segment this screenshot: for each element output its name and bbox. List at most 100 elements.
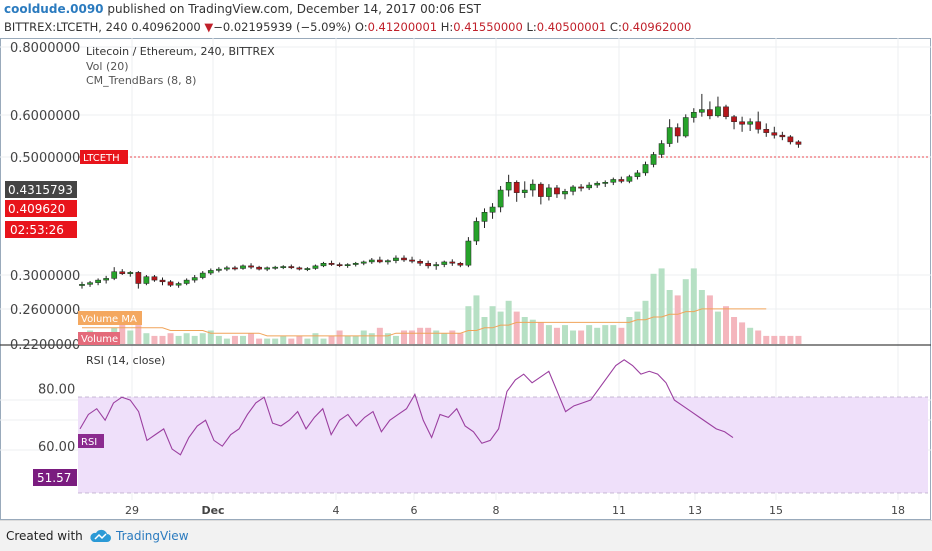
price-tick-label: 0.2600000 <box>10 303 80 318</box>
prev-price-tag: 0.4315793 <box>8 183 73 197</box>
candle-body <box>312 265 319 269</box>
rsi-tag: RSI <box>81 437 97 448</box>
candle-body <box>554 187 560 195</box>
volume-bar <box>199 333 206 344</box>
volume-legend: Vol (20) <box>86 60 129 73</box>
candle-body <box>505 182 512 191</box>
volume-bar <box>586 325 593 344</box>
volume-bar <box>352 335 359 344</box>
volume-bar <box>175 335 182 344</box>
volume-bar <box>183 333 190 344</box>
last-price-tag: 0.409620 <box>8 202 65 216</box>
volume-bar <box>747 327 754 344</box>
candlesticks <box>79 93 802 289</box>
candle-body <box>497 189 504 208</box>
volume-bar <box>763 335 770 344</box>
rsi-value-tag: 51.57 <box>37 471 71 485</box>
candle-body <box>119 271 126 274</box>
candle-body <box>481 212 488 222</box>
close-label: C: <box>609 20 622 34</box>
candle-body <box>546 187 552 197</box>
volume-bar <box>336 330 343 344</box>
candle-body <box>755 121 762 130</box>
candle-body <box>360 261 367 264</box>
volume-bar <box>787 335 794 344</box>
candle-body <box>666 127 673 144</box>
high-value: 0.41550000 <box>453 20 523 34</box>
candle-body <box>723 106 729 117</box>
volume-bar <box>280 335 287 344</box>
candle-body <box>385 260 391 263</box>
volume-bar <box>433 330 440 344</box>
volume-bar <box>215 335 222 344</box>
candle-body <box>320 262 327 267</box>
candle-body <box>674 127 681 137</box>
price-axis-labels: 0.8000000 0.6000000 0.5000000 0.3000000 0.26… <box>10 41 80 353</box>
volume-bar <box>714 311 721 344</box>
volume-bar <box>690 268 697 344</box>
symbol-label: BITTREX:LTCETH, 240 <box>4 20 128 34</box>
candle-body <box>417 261 423 264</box>
volume-bar <box>135 325 142 344</box>
rsi-tick-label: 80.00 <box>38 383 75 398</box>
volume-bar <box>473 295 480 344</box>
time-tick-label: 15 <box>769 504 783 517</box>
volume-bar <box>167 333 174 344</box>
candle-body <box>529 183 536 191</box>
candle-body <box>731 116 737 122</box>
volume-bar <box>755 330 762 344</box>
candle-body <box>79 284 85 286</box>
ltceth-tag: LTCETH <box>83 153 120 164</box>
chart-frame <box>0 38 931 520</box>
time-tick-label: 11 <box>612 504 626 517</box>
rsi-tick-label: 60.00 <box>38 440 75 455</box>
publish-info: published on TradingView.com, December 1… <box>103 2 481 16</box>
volume-bar <box>360 330 367 344</box>
candle-body <box>578 186 584 189</box>
volume-bar <box>634 311 641 344</box>
volume-bar <box>127 330 134 344</box>
volume-bar <box>409 330 416 344</box>
candle-body <box>288 266 295 269</box>
volume-bar <box>723 306 729 344</box>
candle-body <box>690 112 697 118</box>
volume-bar <box>392 335 399 344</box>
time-tick-label: 4 <box>333 504 340 517</box>
change-text: −0.02195939 (−5.09%) <box>213 20 352 34</box>
volume-bar <box>731 317 738 344</box>
candle-body <box>183 279 190 284</box>
volume-bar <box>497 311 504 344</box>
candle-body <box>191 277 198 281</box>
candle-body <box>207 270 214 274</box>
price-tick-label: 0.2200000 <box>10 338 80 353</box>
volume-bar <box>248 333 255 344</box>
footer-bar: Created with TradingView <box>0 520 932 551</box>
tradingview-brand-link[interactable]: TradingView <box>116 529 189 543</box>
volume-bar <box>594 327 601 344</box>
volume-bar <box>465 306 472 344</box>
candle-body <box>739 121 745 125</box>
volume-bar <box>562 325 568 344</box>
author-link[interactable]: cooldude.0090 <box>4 2 104 16</box>
chart-canvas[interactable]: 0.8000000 0.6000000 0.5000000 0.3000000 0.26… <box>0 0 932 520</box>
volume-bar <box>344 335 351 344</box>
candle-body <box>167 281 174 286</box>
volume-bar <box>489 306 496 344</box>
volume-bar <box>401 330 407 344</box>
volume-bar <box>312 333 319 344</box>
candle-body <box>795 141 802 145</box>
volume-bar <box>417 327 424 344</box>
volume-bar <box>610 325 617 344</box>
candle-body <box>159 279 166 283</box>
candle-body <box>425 262 431 267</box>
candle-body <box>87 282 93 285</box>
volume-bar <box>231 335 238 344</box>
candle-body <box>352 262 359 265</box>
volume-bar <box>441 333 448 344</box>
time-tick-label: Dec <box>201 504 224 517</box>
candle-body <box>344 264 351 266</box>
candle-body <box>143 276 150 284</box>
low-label: L: <box>526 20 537 34</box>
rsi-value-tag-bg <box>33 469 77 486</box>
volume-bar <box>368 333 375 344</box>
